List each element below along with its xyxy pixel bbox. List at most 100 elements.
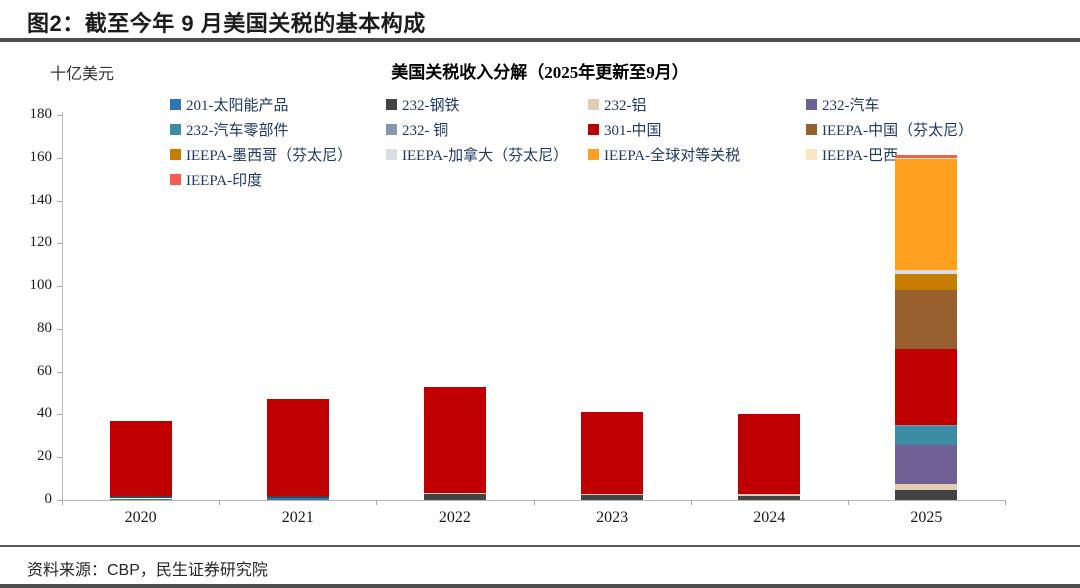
legend-swatch	[386, 124, 397, 135]
legend-item: IEEPA-巴西	[806, 144, 1060, 165]
bar-segment-2025	[895, 157, 958, 160]
bar-segment-2024	[738, 496, 801, 500]
y-tick-mark	[57, 286, 62, 288]
bar-segment-2021	[266, 498, 329, 500]
legend-swatch	[386, 149, 397, 160]
bar-segment-2022	[423, 494, 486, 500]
y-tick-mark	[57, 500, 62, 501]
legend-label: 232-钢铁	[402, 98, 460, 114]
legend-label: IEEPA-全球对等关税	[604, 148, 741, 164]
bar-segment-2020	[109, 495, 172, 499]
x-tick-mark	[1005, 500, 1006, 505]
x-tick-label: 2025	[910, 509, 943, 526]
legend-swatch	[588, 124, 599, 135]
bar-segment-2024	[738, 494, 801, 497]
y-tick-label: 20	[37, 448, 52, 465]
footer-divider	[0, 545, 1080, 547]
y-axis-line	[62, 112, 63, 500]
y-tick-label: 100	[29, 277, 53, 294]
x-tick-mark	[533, 500, 535, 505]
legend-label: IEEPA-中国（芬太尼）	[822, 123, 974, 139]
x-tick-mark	[62, 500, 63, 505]
legend-item: IEEPA-墨西哥（芬太尼）	[170, 144, 386, 165]
figure-title: 图2：截至今年 9 月美国关税的基本构成	[27, 11, 426, 36]
bar-segment-2025	[895, 290, 958, 349]
y-tick-mark	[57, 328, 62, 330]
legend-swatch	[806, 124, 817, 135]
bar-segment-2025	[895, 489, 958, 500]
x-tick-label: 2020	[124, 509, 157, 526]
bar-segment-2022	[423, 492, 486, 494]
legend-label: 232-汽车	[822, 98, 880, 114]
legend-item: 232-铝	[588, 94, 806, 115]
legend-item: IEEPA-中国（芬太尼）	[806, 119, 1060, 140]
legend-label: 201-太阳能产品	[186, 98, 289, 114]
y-tick-mark	[57, 371, 62, 373]
legend-label: 232- 铜	[402, 123, 449, 139]
bar-segment-2021	[266, 495, 329, 499]
bottom-divider	[0, 584, 1080, 588]
legend-swatch	[588, 99, 599, 110]
legend-label: 301-中国	[604, 123, 662, 139]
y-tick-mark	[57, 414, 62, 416]
y-tick-mark	[57, 115, 62, 116]
bar-segment-2023	[581, 493, 644, 496]
x-tick-mark	[847, 500, 849, 505]
source-note: 资料来源：CBP，民生证券研究院	[27, 562, 268, 579]
legend-label: IEEPA-巴西	[822, 148, 899, 164]
y-tick-label: 0	[44, 491, 53, 507]
bar-segment-2023	[581, 495, 644, 500]
legend-swatch	[806, 99, 817, 110]
bar-segment-2025	[895, 425, 958, 426]
bar-segment-2025	[895, 444, 958, 485]
legend-swatch	[588, 149, 599, 160]
legend-item: 232-钢铁	[386, 94, 588, 115]
bar-segment-2020	[109, 498, 172, 500]
legend-swatch	[806, 149, 817, 160]
bar-segment-2021	[266, 399, 329, 496]
y-axis-unit-label: 十亿美元	[50, 66, 115, 83]
legend-item: 232-汽车	[806, 94, 1060, 115]
legend-swatch	[170, 174, 181, 185]
x-tick-label: 2024	[753, 509, 786, 526]
legend-label: IEEPA-印度	[186, 173, 263, 189]
y-tick-label: 60	[37, 362, 52, 379]
bar-segment-2025	[895, 425, 958, 445]
bar-segment-2025	[895, 274, 958, 291]
legend-swatch	[386, 99, 397, 110]
y-tick-mark	[57, 157, 62, 159]
y-tick-label: 80	[37, 319, 52, 336]
y-tick-label: 160	[29, 148, 53, 165]
y-tick-mark	[57, 200, 62, 202]
chart-legend: 201-太阳能产品 232-钢铁 232-铝 232-汽车 232-汽车零部件 232- …	[170, 92, 1060, 192]
legend-label: 232-铝	[604, 98, 647, 114]
legend-label: IEEPA-墨西哥（芬太尼）	[186, 148, 353, 164]
x-tick-mark	[690, 500, 692, 505]
legend-item: 232-汽车零部件	[170, 119, 386, 140]
legend-label: IEEPA-加拿大（芬太尼）	[402, 148, 569, 164]
x-tick-label: 2021	[281, 509, 314, 526]
x-tick-mark	[376, 500, 378, 505]
y-tick-mark	[57, 243, 62, 245]
legend-label: 232-汽车零部件	[186, 123, 289, 139]
bar-segment-2024	[738, 414, 801, 495]
legend-swatch	[170, 124, 181, 135]
legend-item: IEEPA-加拿大（芬太尼）	[386, 144, 588, 165]
bar-segment-2025	[895, 159, 958, 271]
y-tick-label: 180	[29, 106, 53, 122]
x-tick-label: 2023	[596, 509, 629, 526]
legend-item: IEEPA-全球对等关税	[588, 144, 806, 165]
legend-item: 201-太阳能产品	[170, 94, 386, 115]
bar-segment-2025	[895, 154, 958, 158]
legend-item: 232- 铜	[386, 119, 588, 140]
title-underline	[0, 38, 1080, 42]
chart-title: 美国关税收入分解（2025年更新至9月）	[391, 63, 689, 82]
bar-segment-2022	[423, 386, 486, 493]
bar-segment-2025	[895, 348, 958, 426]
bar-segment-2025	[895, 484, 958, 490]
bar-segment-2020	[109, 421, 172, 496]
x-tick-label: 2022	[438, 509, 471, 526]
bar-segment-2025	[895, 270, 958, 275]
bar-segment-2023	[581, 412, 644, 494]
